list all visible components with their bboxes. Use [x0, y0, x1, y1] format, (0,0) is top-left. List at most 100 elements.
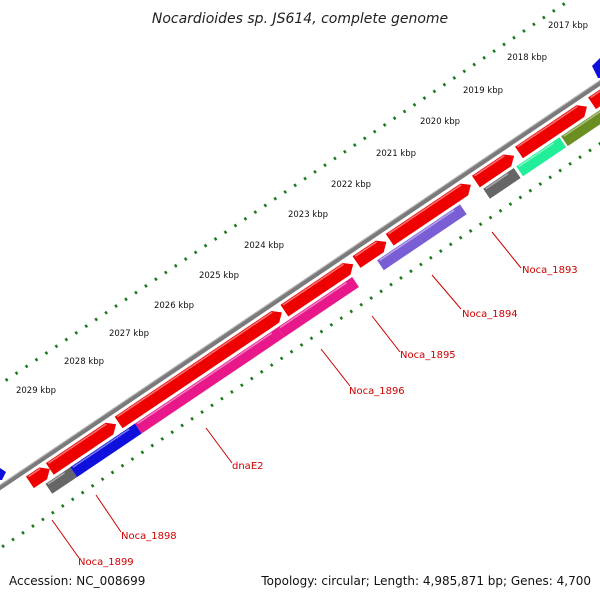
inner-ruler-tick	[21, 530, 25, 535]
backbone-highlight	[0, 79, 600, 486]
inner-ruler-tick	[568, 161, 572, 166]
gene-label[interactable]: Noca_1893	[522, 265, 578, 276]
outer-ruler-tick	[104, 310, 108, 315]
outer-ruler-tick	[124, 297, 128, 302]
inner-ruler-tick	[429, 255, 433, 260]
outer-ruler-tick	[74, 330, 79, 335]
outer-ruler-tick	[243, 216, 248, 221]
outer-ruler-tick	[54, 344, 59, 349]
outer-ruler-tick	[24, 364, 29, 369]
outer-ruler-tick	[114, 304, 118, 308]
inner-ruler-tick	[319, 329, 324, 334]
inner-ruler-tick	[329, 322, 334, 327]
inner-ruler-tick	[458, 235, 463, 240]
outer-ruler-tick	[462, 69, 467, 74]
tick-label: 2026 kbp	[154, 301, 194, 311]
gene-noca-1896[interactable]	[277, 277, 359, 338]
inner-ruler-tick	[239, 383, 244, 388]
outer-ruler-tick	[94, 317, 99, 322]
gene-leader-line	[95, 494, 122, 533]
forward-cds-1[interactable]	[26, 467, 50, 489]
forward-cds-5[interactable]	[352, 240, 387, 268]
gene-leader-line	[205, 427, 233, 464]
forward-cds-8[interactable]	[515, 105, 587, 159]
outer-ruler-tick	[223, 230, 228, 235]
inner-ruler-tick	[200, 410, 204, 414]
inner-ruler-tick	[170, 430, 175, 435]
inner-ruler-tick	[80, 490, 85, 495]
edge-gene-right[interactable]	[592, 58, 600, 78]
outer-ruler-tick	[183, 257, 188, 261]
inner-ruler-tick	[249, 376, 254, 381]
inner-ruler-tick	[379, 289, 383, 294]
inner-ruler-tick	[60, 504, 65, 508]
gene-teal[interactable]	[516, 137, 567, 177]
tick-label: 2024 kbp	[244, 241, 284, 251]
forward-cds-7[interactable]	[472, 154, 515, 188]
outer-ruler-tick	[203, 243, 208, 248]
genome-backbone	[0, 79, 600, 491]
gene-label[interactable]: Noca_1896	[349, 386, 405, 397]
inner-ruler-tick	[210, 403, 214, 408]
gene-label[interactable]: Noca_1894	[462, 309, 518, 320]
outer-ruler-tick	[551, 8, 556, 13]
gene-noca-1894[interactable]	[377, 204, 467, 271]
outer-ruler-tick	[343, 149, 347, 154]
outer-ruler-tick	[84, 324, 89, 329]
outer-ruler-tick	[323, 163, 327, 168]
outer-ruler-tick	[233, 223, 238, 228]
gene-label[interactable]: dnaE2	[232, 461, 264, 472]
inner-ruler-tick	[220, 396, 224, 401]
tick-label: 2028 kbp	[64, 357, 104, 367]
inner-ruler-tick	[269, 363, 274, 368]
accession-text: Accession: NC_008699	[9, 574, 146, 588]
forward-cds-3[interactable]	[114, 311, 282, 429]
gene-noca-1899[interactable]	[45, 467, 78, 494]
forward-cds-9[interactable]	[588, 72, 600, 110]
inner-ruler-tick	[518, 195, 523, 200]
outer-ruler-tick	[452, 76, 457, 80]
outer-ruler-tick	[492, 49, 496, 54]
gene-noca-1898[interactable]	[70, 423, 142, 478]
gene-dnaE2[interactable]	[135, 327, 285, 434]
inner-ruler-tick	[389, 282, 393, 287]
gene-labels: Noca_1893 Noca_1894 Noca_1895 Noca_1896 dnaE…	[51, 231, 578, 568]
gene-label[interactable]: Noca_1895	[400, 350, 456, 361]
inner-ruler-tick	[508, 202, 513, 207]
gene-olive[interactable]	[561, 81, 600, 147]
outer-ruler-tick	[352, 143, 357, 147]
outer-ruler-tick	[372, 129, 377, 134]
gene-label[interactable]: Noca_1898	[121, 531, 177, 542]
tick-label: 2017 kbp	[548, 21, 588, 31]
inner-ruler-tick	[259, 369, 264, 374]
tick-label: 2023 kbp	[288, 210, 328, 220]
outer-ruler-tick	[14, 371, 19, 376]
inner-ruler-tick	[448, 242, 453, 247]
outer-ruler-tick	[193, 250, 198, 255]
tick-label: 2019 kbp	[463, 86, 503, 96]
outer-ruler-tick	[283, 190, 288, 194]
forward-cds-2[interactable]	[45, 422, 117, 475]
outer-ruler-tick	[412, 102, 417, 107]
forward-cds-6[interactable]	[385, 183, 471, 246]
gene-label[interactable]: Noca_1899	[78, 557, 134, 568]
forward-cds-4[interactable]	[280, 263, 354, 317]
outer-ruler-tick	[64, 337, 69, 342]
tick-label: 2018 kbp	[507, 53, 547, 63]
genome-summary-text: Topology: circular; Length: 4,985,871 bp…	[261, 574, 591, 588]
gene-noca-1893[interactable]	[483, 168, 521, 199]
inner-ruler-tick	[100, 477, 105, 482]
tick-label: 2020 kbp	[420, 117, 460, 127]
outer-ruler-tick	[561, 2, 566, 7]
gene-leader-line	[371, 315, 401, 353]
outer-ruler-tick	[173, 263, 178, 268]
outer-ruler-tick	[472, 62, 477, 67]
edge-gene-left[interactable]	[0, 468, 6, 480]
inner-ruler-tick	[289, 349, 294, 354]
outer-ruler-tick	[402, 109, 407, 114]
inner-ruler-tick	[150, 443, 155, 448]
inner-ruler-tick	[160, 436, 165, 441]
tick-label: 2022 kbp	[331, 180, 371, 190]
inner-ruler-tick	[41, 517, 45, 522]
outer-ruler-tick	[303, 176, 307, 181]
